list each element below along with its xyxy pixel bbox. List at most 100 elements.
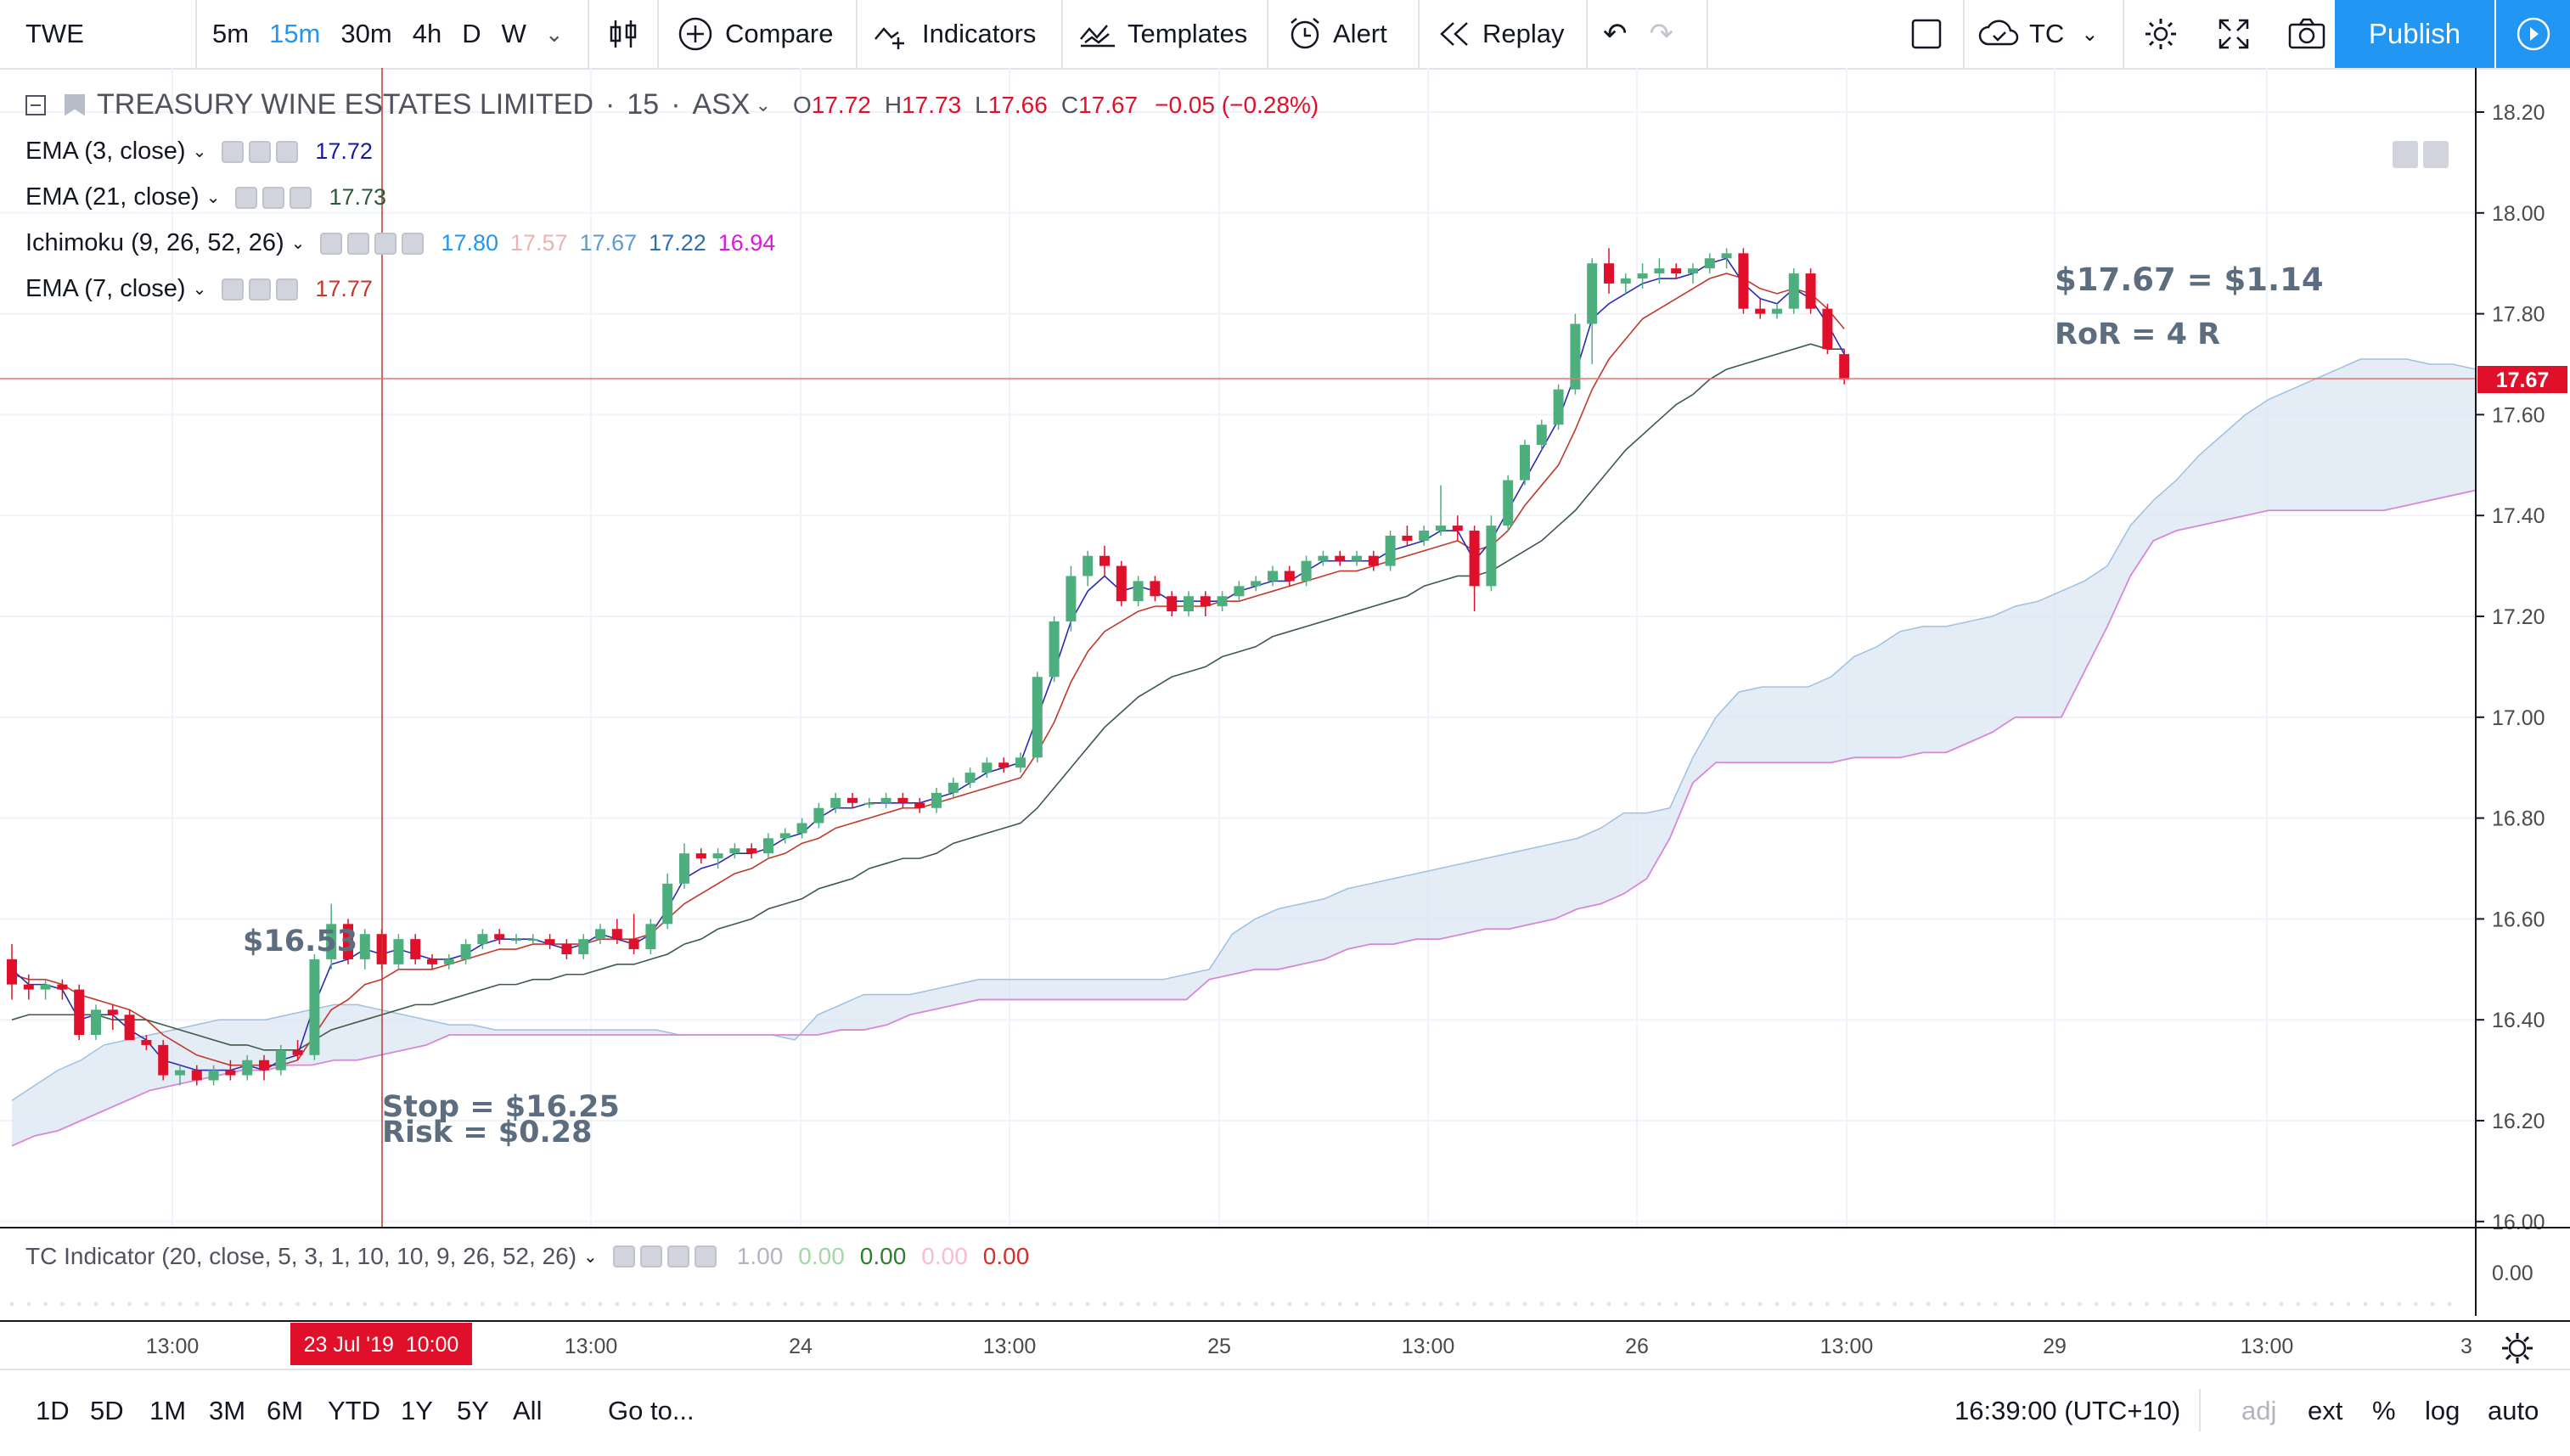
gear-icon[interactable] [249, 140, 272, 163]
chevron-down-icon[interactable]: ⌄ [205, 188, 221, 207]
timeframe-30m[interactable]: 30m [340, 19, 392, 48]
replay-button[interactable]: Replay [1420, 0, 1588, 68]
code-icon[interactable] [666, 1245, 689, 1268]
timeframe-d[interactable]: D [462, 19, 481, 48]
close-icon[interactable] [276, 140, 299, 163]
collapse-pane-icon[interactable] [2393, 141, 2418, 168]
candle [897, 792, 908, 808]
candle-body [813, 807, 824, 824]
candle [124, 1009, 135, 1040]
time-tick-label: 13:00 [565, 1335, 618, 1358]
tc-dot [1052, 1301, 1057, 1307]
subpane-value: 0.00 [798, 1243, 845, 1269]
tc-indicator-dots [9, 1301, 2452, 1307]
candle-body [443, 958, 454, 964]
gear-icon[interactable] [347, 232, 370, 255]
camera-icon[interactable] [2270, 0, 2343, 68]
chevron-down-icon[interactable]: ⌄ [192, 280, 207, 299]
layout-save-button[interactable]: TC ⌄ [1965, 0, 2124, 68]
candle-body [1402, 535, 1413, 541]
publish-button[interactable]: Publish [2335, 0, 2494, 68]
collapse-icon[interactable] [25, 94, 46, 115]
code-icon[interactable] [374, 232, 397, 255]
tc-dot [2245, 1301, 2250, 1307]
timeframe-4h[interactable]: 4h [412, 19, 442, 48]
eye-icon[interactable] [235, 186, 258, 209]
undo-redo-group: ↶ ↷ [1588, 0, 1708, 68]
chevron-down-icon[interactable]: ⌄ [544, 20, 564, 47]
chevron-down-icon[interactable]: ⌄ [290, 234, 306, 253]
eye-icon[interactable] [222, 140, 245, 163]
candle [57, 979, 68, 1000]
eye-icon[interactable] [320, 232, 343, 255]
gear-icon[interactable] [639, 1245, 662, 1268]
close-icon[interactable] [276, 278, 299, 301]
candle [393, 934, 404, 970]
chevron-down-icon[interactable]: ⌄ [755, 93, 771, 115]
range-6m-button[interactable]: 6M [267, 1396, 304, 1425]
gear-icon[interactable] [2502, 1333, 2533, 1363]
range-5d-button[interactable]: 5D [90, 1396, 124, 1425]
candle [225, 1060, 236, 1081]
eye-icon[interactable] [612, 1245, 635, 1268]
gear-icon[interactable] [2124, 0, 2197, 68]
close-icon[interactable] [694, 1245, 717, 1268]
close-icon[interactable] [290, 186, 312, 209]
candle-body [91, 1009, 101, 1036]
redo-icon[interactable]: ↷ [1649, 18, 1674, 50]
time-tick-label: 26 [1625, 1335, 1649, 1358]
timeframe-15m[interactable]: 15m [269, 19, 321, 48]
range-all-button[interactable]: All [513, 1396, 543, 1425]
log-toggle[interactable]: log [2425, 1396, 2460, 1425]
flag-icon[interactable] [65, 93, 85, 116]
candle [998, 757, 1009, 773]
range-3m-button[interactable]: 3M [209, 1396, 246, 1425]
undo-icon[interactable]: ↶ [1603, 18, 1628, 50]
alert-label: Alert [1333, 19, 1387, 48]
time-axis[interactable]: 13:00 13:00 24 13:00 25 13:00 26 13:00 29 13:00 3 [146, 1335, 2472, 1358]
gear-icon[interactable] [249, 278, 272, 301]
price-tick-label: 17.40 [2492, 504, 2545, 528]
play-circle-icon[interactable] [2496, 0, 2570, 68]
goto-button[interactable]: Go to... [608, 1396, 695, 1425]
timeframe-5m[interactable]: 5m [212, 19, 250, 48]
timeframe-w[interactable]: W [501, 19, 526, 48]
range-5y-button[interactable]: 5Y [457, 1396, 489, 1425]
indicators-button[interactable]: Indicators [858, 0, 1063, 68]
chevron-down-icon[interactable]: ⌄ [192, 143, 207, 161]
price-tick-label: 16.40 [2492, 1009, 2545, 1032]
clock-label[interactable]: 16:39:00 (UTC+10) [1954, 1396, 2181, 1425]
range-1y-button[interactable]: 1Y [401, 1396, 433, 1425]
maximize-pane-icon[interactable] [2423, 141, 2449, 168]
price-axis[interactable]: 18.20 18.00 17.80 17.60 17.40 17.20 17.00 16.80… [2475, 68, 2545, 1316]
tc-dot [1018, 1301, 1023, 1307]
symbol-search[interactable]: TWE [0, 0, 197, 68]
candle [1015, 752, 1026, 773]
templates-button[interactable]: Templates [1063, 0, 1268, 68]
tc-dot [1068, 1301, 1073, 1307]
close-icon[interactable] [402, 232, 425, 255]
compare-button[interactable]: Compare [659, 0, 858, 68]
subpane-axis-label: 0.00 [2492, 1262, 2533, 1285]
percent-toggle[interactable]: % [2372, 1396, 2396, 1425]
candle [1217, 591, 1228, 612]
tc-dot [1572, 1301, 1577, 1307]
range-1m-button[interactable]: 1M [149, 1396, 187, 1425]
candles-icon[interactable] [589, 0, 659, 68]
tc-dot [1623, 1301, 1628, 1307]
tc-dot [2329, 1301, 2334, 1307]
eye-icon[interactable] [222, 278, 245, 301]
layout-square-icon[interactable] [1890, 0, 1965, 68]
candle-body [527, 939, 538, 942]
alert-button[interactable]: Alert [1268, 0, 1420, 68]
ext-toggle[interactable]: ext [2308, 1396, 2343, 1425]
price-chart[interactable]: $16.53 Stop = $16.25 Risk = $0.28 $17.67… [0, 68, 2570, 1369]
candle-body [208, 1070, 219, 1081]
auto-toggle[interactable]: auto [2488, 1396, 2539, 1425]
range-ytd-button[interactable]: YTD [328, 1396, 380, 1425]
range-1d-button[interactable]: 1D [36, 1396, 70, 1425]
chevron-down-icon[interactable]: ⌄ [583, 1247, 598, 1267]
adj-toggle[interactable]: adj [2241, 1396, 2277, 1425]
gear-icon[interactable] [262, 186, 285, 209]
fullscreen-icon[interactable] [2197, 0, 2270, 68]
